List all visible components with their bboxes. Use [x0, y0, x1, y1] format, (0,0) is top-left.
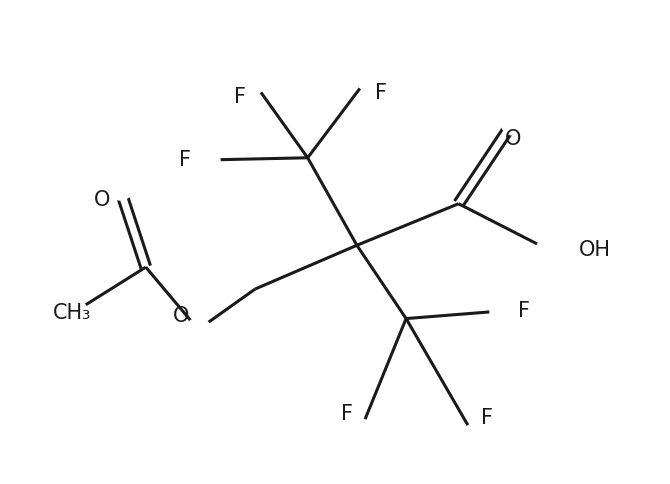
Text: F: F [518, 301, 530, 321]
Text: O: O [173, 306, 189, 326]
Text: F: F [234, 87, 246, 106]
Text: CH₃: CH₃ [54, 303, 92, 323]
Text: O: O [94, 190, 110, 211]
Text: O: O [505, 129, 521, 149]
Text: F: F [179, 150, 191, 170]
Text: OH: OH [579, 240, 611, 259]
Text: F: F [375, 83, 387, 103]
Text: F: F [341, 404, 353, 424]
Text: F: F [481, 408, 493, 428]
